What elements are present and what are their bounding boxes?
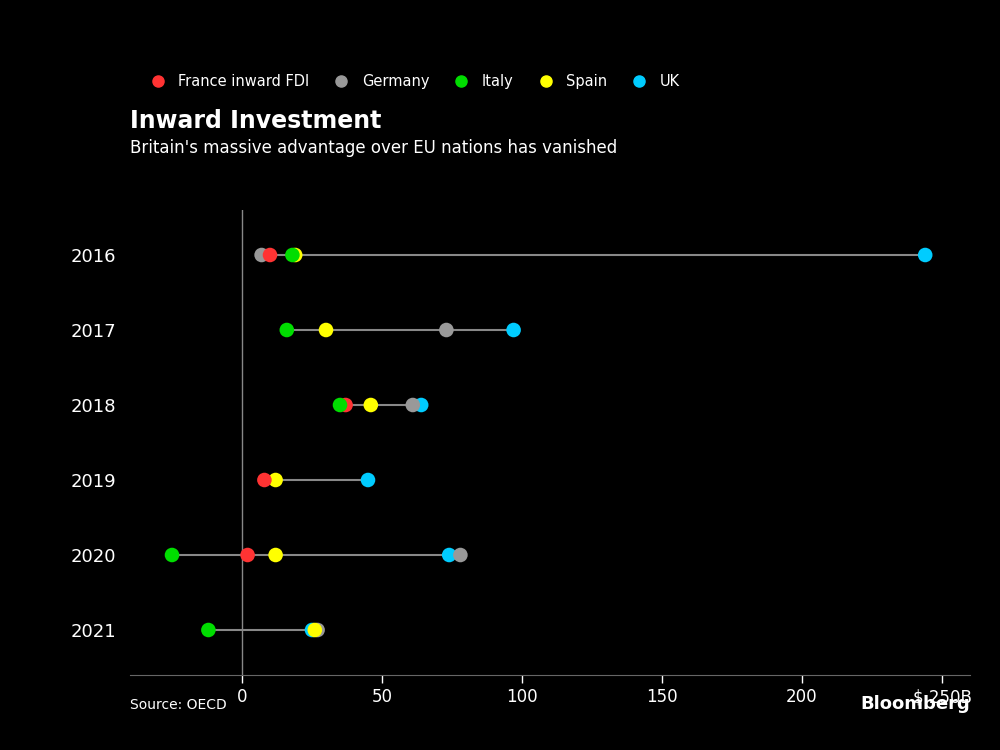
Point — [287, 249, 303, 261]
Point — [240, 549, 256, 561]
Point — [332, 399, 348, 411]
Point — [438, 324, 454, 336]
Point — [363, 399, 379, 411]
Legend: France inward FDI, Germany, Italy, Spain, UK: France inward FDI, Germany, Italy, Spain… — [137, 68, 686, 95]
Point — [279, 324, 295, 336]
Point — [338, 399, 354, 411]
Point — [268, 549, 284, 561]
Point — [256, 474, 272, 486]
Point — [441, 549, 457, 561]
Point — [405, 399, 421, 411]
Point — [268, 474, 284, 486]
Point — [200, 624, 216, 636]
Point — [360, 474, 376, 486]
Text: Britain's massive advantage over EU nations has vanished: Britain's massive advantage over EU nati… — [130, 139, 617, 157]
Point — [307, 624, 323, 636]
Text: Inward Investment: Inward Investment — [130, 109, 381, 133]
Point — [310, 624, 326, 636]
Point — [164, 549, 180, 561]
Point — [284, 249, 300, 261]
Point — [304, 624, 320, 636]
Point — [318, 324, 334, 336]
Point — [254, 249, 270, 261]
Point — [917, 249, 933, 261]
Text: Source: OECD: Source: OECD — [130, 698, 227, 712]
Point — [452, 549, 468, 561]
Point — [262, 249, 278, 261]
Text: Bloomberg: Bloomberg — [860, 694, 970, 712]
Point — [506, 324, 522, 336]
Point — [413, 399, 429, 411]
